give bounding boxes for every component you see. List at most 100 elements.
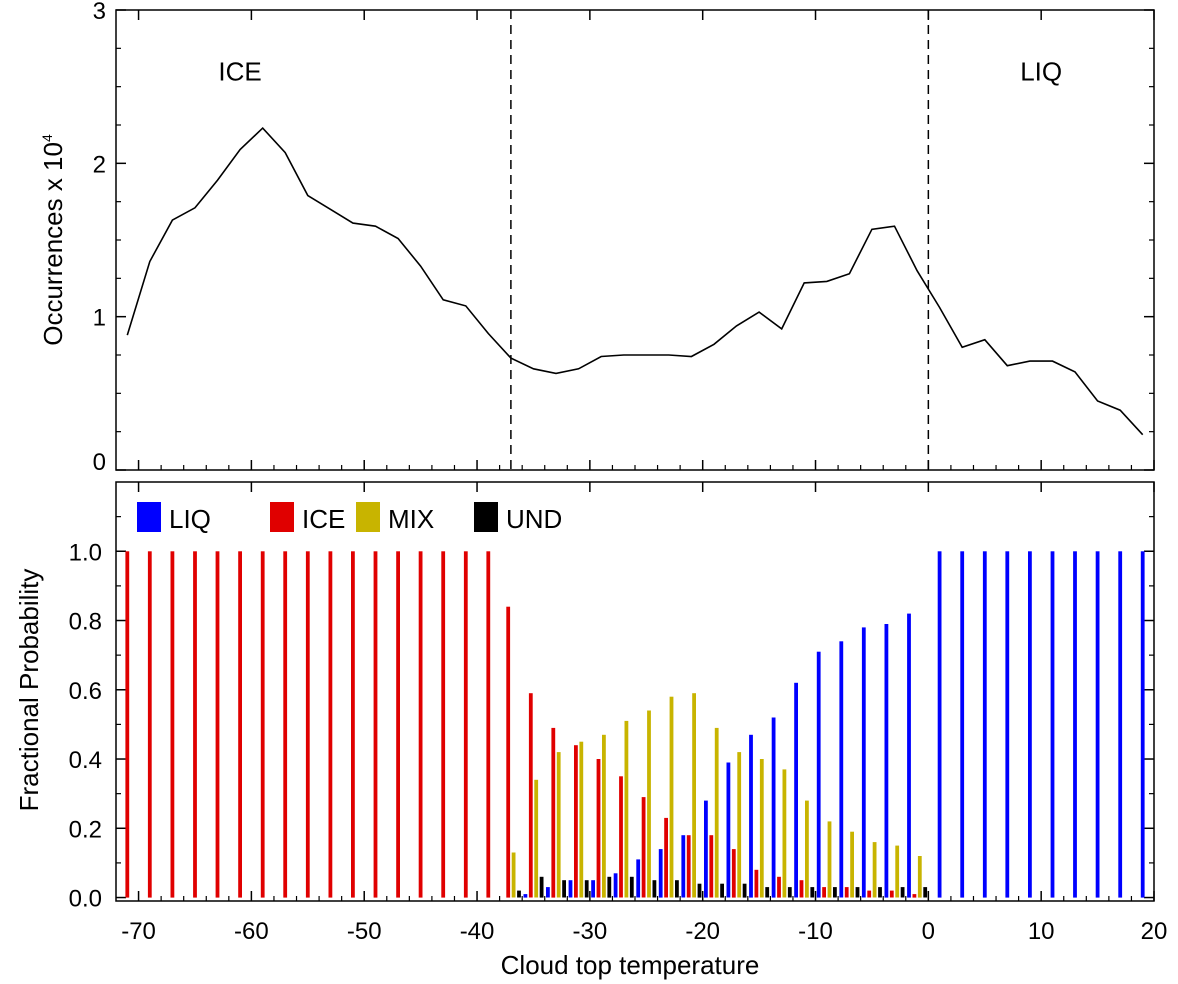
bar-ice [373,551,378,898]
bar-mix [579,741,584,898]
bottom-y-tick-label: 0.0 [69,886,102,913]
legend-label-mix: MIX [388,504,434,534]
bar-liq [704,800,708,898]
bar-ice [551,727,556,898]
bar-liq [1005,551,1010,898]
bar-ice [506,606,511,898]
bar-liq [794,682,798,898]
bar-liq [1140,551,1145,898]
bottom-x-tick-label: 10 [1028,918,1055,945]
bar-liq [861,627,866,898]
bar-mix [714,727,719,898]
bar-mix [511,852,516,898]
bar-und [900,887,905,898]
bottom-plot-frame [115,481,1155,902]
bar-liq [1095,551,1100,898]
bar-ice [596,759,601,898]
bar-ice [170,551,175,898]
top-y-tick-label: 0 [93,449,106,476]
bar-ice [574,745,578,898]
bar-liq [523,894,528,898]
bar-ice [486,551,491,898]
bar-liq [1118,551,1123,898]
bar-ice [777,876,781,898]
bar-und [584,880,589,898]
bar-ice [731,849,736,898]
bar-liq [816,651,821,898]
bar-mix [692,693,696,898]
bottom-y-tick-label: 0.2 [69,816,102,843]
bar-mix [895,845,900,898]
bar-ice [125,551,130,898]
region-label-liq: LIQ [1020,56,1062,86]
bar-ice [799,880,804,898]
top-y-axis-title: Occurrences x 104 [38,134,68,346]
top-plot-frame [115,9,1155,471]
bottom-x-tick-label: -50 [347,918,382,945]
bar-und [675,880,679,898]
bar-mix [917,856,922,898]
bar-mix [647,710,651,898]
legend-swatch-und [474,502,498,532]
bar-mix [556,752,561,898]
x-axis-title: Cloud top temperature [501,950,760,980]
bar-mix [669,696,674,898]
bar-liq [726,762,731,898]
top-y-tick-label: 3 [93,0,106,25]
bar-ice [238,551,242,898]
bar-und [810,887,815,898]
top-y-tick-label: 1 [93,305,106,332]
bar-mix [737,752,742,898]
bottom-x-tick-label: -60 [234,918,269,945]
bar-und [629,876,634,898]
bottom-y-axis-title: Fractional Probability [14,569,44,812]
bar-und [607,876,612,898]
top-y-axis-title-exponent: 4 [39,134,55,142]
bar-und [923,887,928,898]
bar-ice [396,551,400,898]
bar-ice [641,797,646,898]
bar-ice [215,551,220,898]
bar-und [833,887,837,898]
bar-liq [546,887,550,898]
bottom-x-tick-label: -30 [573,918,608,945]
bar-liq [681,835,686,898]
bar-mix [872,842,877,898]
legend-swatch-mix [356,502,380,532]
bar-und [787,887,792,898]
bar-ice [822,887,826,898]
bar-liq [982,551,987,898]
bar-ice [418,551,423,898]
bottom-y-tick-label: 0.6 [69,678,102,705]
bar-liq [960,551,965,898]
bar-und [517,890,521,898]
bar-ice [912,894,917,898]
bar-liq [658,849,663,898]
bottom-x-tick-label: -40 [460,918,495,945]
bar-ice [754,869,759,898]
bar-ice [193,551,197,898]
bar-mix [850,831,854,898]
occurrence-panel: 0 1 2 3 ICE LIQ Occurrences x 104 [38,0,1155,476]
bar-mix [759,759,764,898]
bar-liq [937,551,942,898]
fractional-probability-panel: 0.0 0.2 0.4 0.6 0.8 1.0 -70 -60 -50 -40 -30 -20 -10 0… [14,481,1167,980]
top-y-axis-title-text: Occurrences x 10 [38,142,68,346]
bar-und [855,887,860,898]
bar-liq [613,873,618,898]
bar-liq [749,734,753,898]
bar-mix [827,821,832,898]
bar-ice [867,890,872,898]
bottom-x-tick-label: -70 [121,918,156,945]
bottom-x-tick-label: -10 [798,918,833,945]
bar-liq [771,717,776,898]
legend-label-und: UND [506,504,562,534]
bar-ice [463,551,468,898]
bar-und [652,880,657,898]
bar-ice [305,551,310,898]
region-label-ice: ICE [218,56,261,86]
bar-und [765,887,770,898]
top-y-tick-label: 2 [93,151,106,178]
bar-und [539,876,544,898]
bar-liq [839,641,844,898]
